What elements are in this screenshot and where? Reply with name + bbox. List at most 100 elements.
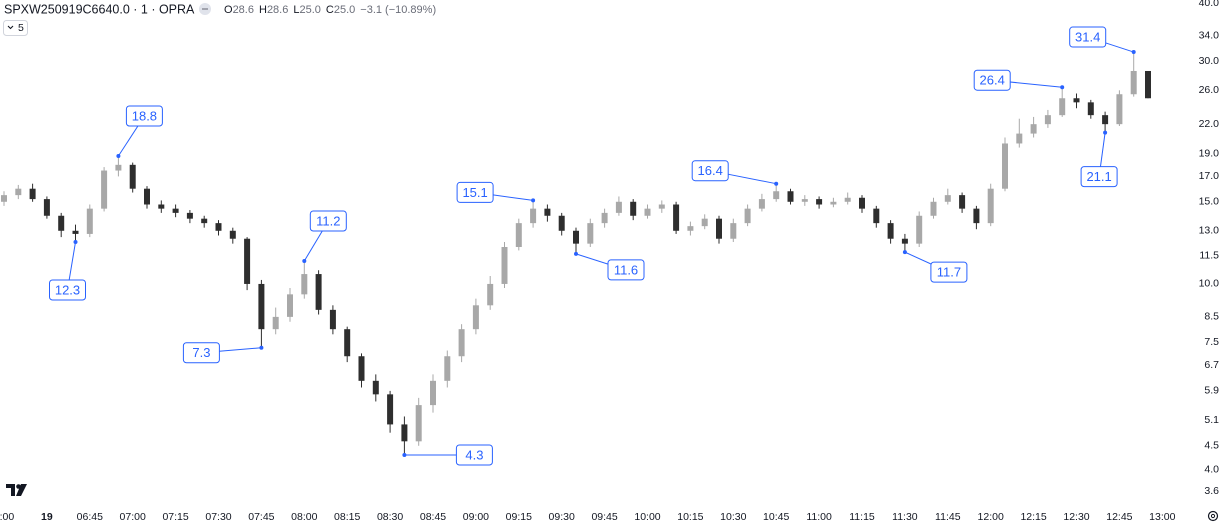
- candle-body: [29, 188, 36, 200]
- y-tick-label: 11.5: [1199, 249, 1219, 261]
- x-tick-label: 10:15: [677, 511, 703, 523]
- interval-label: 5: [18, 22, 24, 34]
- y-tick-label: 13.0: [1199, 225, 1220, 237]
- y-tick-label: 19.0: [1199, 148, 1220, 160]
- candle-body: [758, 199, 765, 209]
- candle-body: [887, 223, 894, 239]
- candle-body: [315, 274, 322, 310]
- marker-box: [973, 69, 1011, 91]
- chevron-icon: [7, 25, 14, 30]
- candle-body: [630, 201, 637, 216]
- logo: [6, 484, 27, 496]
- candle-body: [1130, 70, 1137, 95]
- marker-dot: [774, 181, 779, 186]
- candle-body: [1016, 133, 1023, 144]
- candle-body: [859, 197, 865, 209]
- marker-label: 11.7: [937, 265, 961, 280]
- candle-body: [186, 212, 193, 219]
- header: SPXW250919C6640.0 · 1 · OPRA O28.6 H28.6 L…: [3, 2, 436, 36]
- candle-body: [401, 424, 408, 442]
- marker-label: 16.4: [698, 163, 723, 178]
- marker-box: [49, 279, 86, 301]
- x-tick-label: 11:45: [935, 511, 961, 523]
- ohlc-key: L: [293, 4, 299, 16]
- marker-dot: [73, 239, 78, 244]
- gear-inner: [1210, 513, 1216, 519]
- ohlc-value: 25.0: [334, 4, 355, 16]
- candle-body: [801, 199, 808, 202]
- y-tick-label: 15.0: [1199, 196, 1220, 208]
- x-tick-label: 08:30: [377, 511, 403, 523]
- x-tick-label: 09:15: [506, 511, 532, 523]
- marker-box: [455, 444, 493, 466]
- x-tick-label: 07:45: [248, 511, 274, 523]
- x-tick-label: 10:30: [720, 511, 746, 523]
- marker-dot: [574, 251, 578, 256]
- candle-body: [1145, 70, 1151, 99]
- x-tick-label: 12:00: [978, 511, 1004, 523]
- marker-box: [1080, 166, 1118, 188]
- candle-body: [1059, 98, 1066, 116]
- marker-dot: [302, 258, 307, 263]
- marker-label: 15.1: [462, 185, 487, 200]
- candle-body: [530, 208, 537, 224]
- candle-body: [1002, 143, 1008, 189]
- x-tick-label: 07:15: [162, 511, 188, 523]
- candle-body: [515, 223, 522, 247]
- interval-button[interactable]: [3, 20, 28, 36]
- candle-body: [573, 230, 579, 244]
- x-tick-label: 12:45: [1106, 511, 1132, 523]
- y-tick-label: 7.5: [1204, 336, 1219, 348]
- marker-box: [309, 210, 347, 232]
- marker-dot: [531, 198, 536, 203]
- candle-body: [930, 201, 937, 216]
- candle-body: [944, 195, 951, 202]
- x-tick-label: 10:00: [634, 511, 660, 523]
- x-tick-label: 07:00: [120, 511, 146, 523]
- candle-body: [101, 170, 108, 209]
- y-tick-label: 5.1: [1204, 414, 1219, 426]
- candle-body: [229, 230, 236, 239]
- x-tick-label: 12:30: [1063, 511, 1089, 523]
- ohlc-value: 25.0: [299, 4, 320, 16]
- candle-body: [615, 201, 622, 213]
- x-tick-label: 08:00: [291, 511, 317, 523]
- candle-body: [716, 218, 722, 239]
- candle-body: [158, 204, 165, 209]
- candle-body: [1087, 102, 1094, 116]
- marker-box: [691, 160, 729, 182]
- x-tick-label: 11:30: [892, 511, 918, 523]
- candle-body: [43, 199, 50, 216]
- candle-body: [1102, 115, 1109, 125]
- ohlc-legend: O28.6 H28.6 L25.0 C25.0 −3.1 (−10.89%): [224, 4, 436, 16]
- y-tick-label: 26.0: [1199, 84, 1220, 96]
- candle-body: [1030, 124, 1037, 134]
- symbol: SPXW250919C6640.0 · 1 · OPRA: [4, 2, 195, 16]
- candle-body: [344, 329, 351, 357]
- candle-body: [129, 164, 136, 189]
- candle-body: [72, 230, 79, 234]
- candle-body: [644, 208, 651, 216]
- x-tick-label: 12:15: [1020, 511, 1046, 523]
- candle-body: [587, 223, 594, 244]
- candle-body: [658, 204, 665, 209]
- settings-icon[interactable]: [1207, 510, 1219, 522]
- marker-label: 11.6: [614, 262, 638, 277]
- candle-body: [544, 208, 551, 216]
- marker-box: [607, 259, 645, 281]
- candle-body: [1044, 115, 1051, 125]
- candle-body: [201, 218, 208, 224]
- candle-body: [830, 201, 837, 205]
- y-tick-label: 22.0: [1199, 118, 1220, 130]
- y-tick-label: 6.7: [1204, 359, 1219, 371]
- marker-dot: [1131, 50, 1136, 55]
- candle-body: [244, 238, 251, 284]
- x-tick-label: 3:00: [0, 511, 14, 523]
- candle-body: [844, 197, 851, 202]
- marker-label: 18.8: [132, 108, 157, 123]
- ohlc-key: H: [259, 4, 267, 16]
- candle-body: [744, 208, 751, 224]
